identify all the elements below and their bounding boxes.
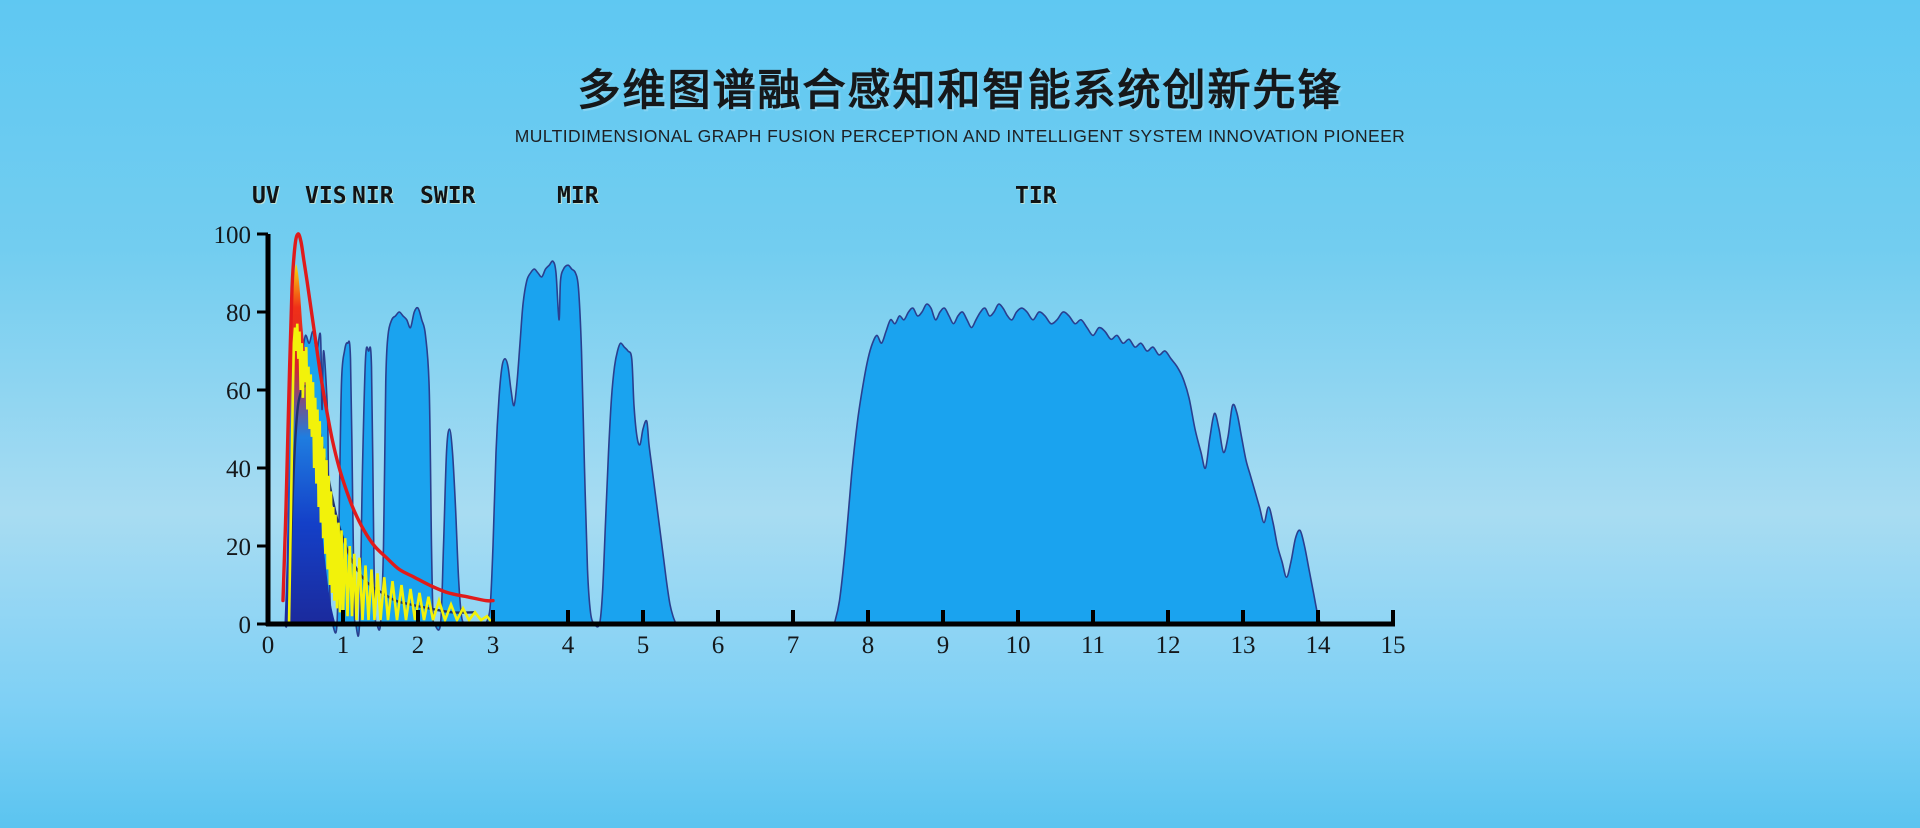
solar-irradiance-curve: [281, 232, 495, 603]
band-label-swir: SWIR: [420, 183, 476, 209]
x-tick-label: 1: [337, 632, 350, 659]
x-tick-label: 5: [637, 632, 650, 659]
x-tick-label: 11: [1081, 632, 1105, 659]
band-label-tir: TIR: [1015, 183, 1057, 209]
band-label-uv: UV: [252, 183, 280, 209]
x-tick-label: 2: [412, 632, 425, 659]
y-tick-label: 80: [226, 300, 251, 327]
x-tick-label: 6: [712, 632, 725, 659]
x-tick-label: 10: [1006, 632, 1031, 659]
page-title: 多维图谱融合感知和智能系统创新先锋: [577, 66, 1343, 116]
y-tick-label: 60: [226, 378, 251, 405]
y-tick-label: 100: [214, 222, 252, 249]
band-label-nir: NIR: [352, 183, 394, 209]
page-subtitle: MULTIDIMENSIONAL GRAPH FUSION PERCEPTION…: [514, 126, 1406, 146]
x-tick-label: 7: [787, 632, 800, 659]
y-tick-label: 0: [239, 612, 252, 639]
x-tick-label: 8: [862, 632, 875, 659]
x-tick-label: 15: [1381, 632, 1406, 659]
x-tick-label: 3: [487, 632, 500, 659]
x-tick-label: 4: [562, 632, 575, 659]
band-label-mir: MIR: [557, 183, 599, 209]
x-tick-label: 12: [1156, 632, 1181, 659]
spectral-detail-curve: [287, 323, 495, 625]
band-label-vis: VIS: [305, 183, 347, 209]
transmission-window-2: [484, 260, 677, 628]
y-tick-label: 40: [226, 456, 251, 483]
plot-layer: [267, 232, 1322, 637]
transmission-window-3: [833, 303, 1322, 625]
x-tick-label: 14: [1306, 632, 1332, 659]
x-tick-label: 13: [1231, 632, 1256, 659]
x-tick-label: 0: [262, 632, 275, 659]
x-tick-label: 9: [937, 632, 950, 659]
spectral-band-label-row: UV VIS NIR SWIR MIR TIR: [0, 183, 1920, 213]
y-tick-label: 20: [226, 534, 251, 561]
